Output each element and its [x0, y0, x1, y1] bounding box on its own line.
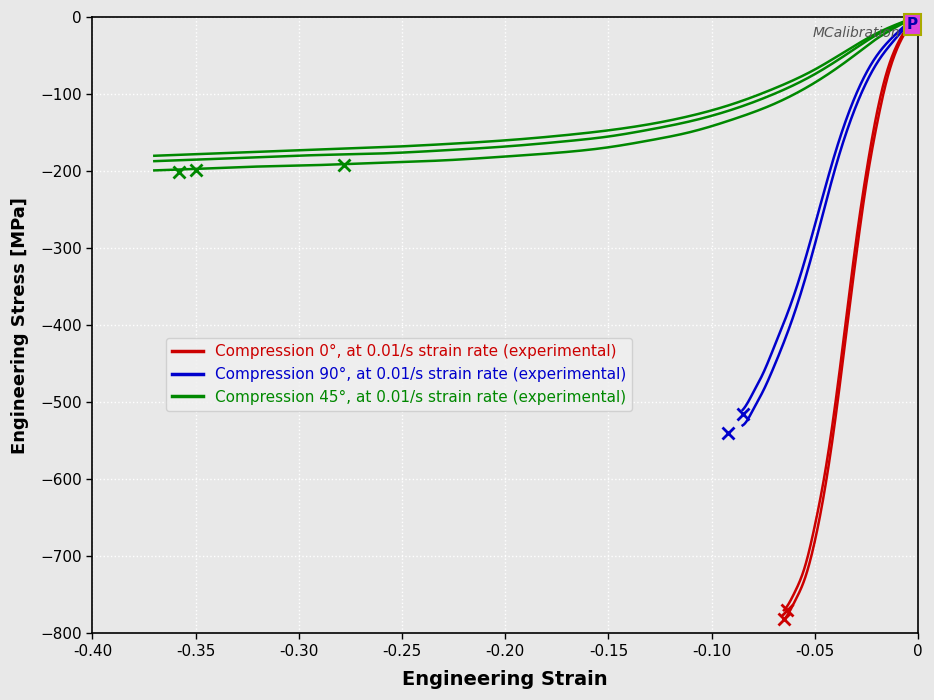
Legend: Compression 0°, at 0.01/s strain rate (experimental), Compression 90°, at 0.01/s: Compression 0°, at 0.01/s strain rate (e… [166, 338, 632, 411]
X-axis label: Engineering Strain: Engineering Strain [403, 670, 608, 689]
Text: MCalibration: MCalibration [813, 27, 900, 41]
Y-axis label: Engineering Stress [MPa]: Engineering Stress [MPa] [11, 197, 29, 454]
Text: P: P [907, 17, 918, 32]
